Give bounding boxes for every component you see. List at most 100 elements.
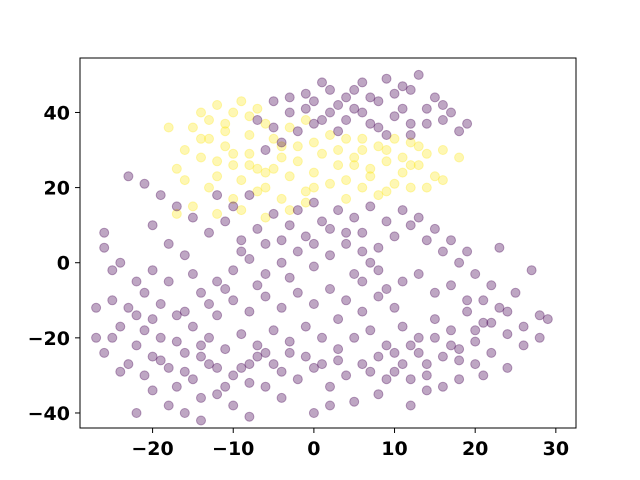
data-point [357,145,368,155]
data-point [308,362,319,373]
data-point [292,141,303,152]
data-point [502,306,513,317]
data-point [437,175,448,186]
data-point [333,145,344,155]
data-point [333,205,344,216]
data-point [357,246,368,257]
data-point [357,276,368,287]
data-point [325,250,335,261]
data-point [276,392,287,403]
data-point [260,118,271,129]
data-point [252,103,263,114]
data-point [171,336,182,347]
data-point [196,287,206,298]
data-point [308,118,319,129]
data-point [429,314,440,325]
data-point [381,73,392,84]
data-point [446,325,456,336]
data-point [405,118,416,129]
data-point [308,261,319,272]
data-point [268,122,279,133]
data-point [341,238,352,249]
data-point [196,415,206,426]
data-point [494,302,505,313]
data-point [99,227,110,238]
data-point [486,347,497,358]
data-point [260,347,271,358]
data-point [502,362,513,373]
data-point [397,205,408,216]
data-point [171,381,182,392]
data-point [236,175,247,186]
data-point [212,190,223,201]
data-point [91,332,102,343]
data-point [421,385,432,396]
data-point [341,92,352,103]
data-point [373,265,384,276]
data-point [373,242,384,253]
data-point [341,133,352,144]
data-point [317,77,327,88]
y-axis: −40 −20 0 20 40 [28,102,80,425]
y-tick-label: −20 [28,328,70,350]
data-point [389,231,400,242]
data-point [260,238,271,249]
data-point [341,175,352,186]
data-point [171,201,182,212]
data-point [413,212,424,223]
data-point [147,385,158,396]
data-point [244,377,255,388]
data-point [349,160,360,171]
plot-frame [79,57,577,429]
data-point [179,145,190,155]
data-point [308,197,319,208]
data-point [204,115,214,125]
data-point [179,250,190,261]
data-point [373,389,384,400]
data-point [349,396,360,407]
data-point [389,366,400,377]
data-point [357,133,368,144]
data-point [534,332,545,343]
data-point [308,238,319,249]
data-point [478,295,489,306]
data-point [284,171,295,182]
data-point [236,235,247,246]
data-point [405,220,416,231]
data-point [389,88,400,99]
data-point [397,359,408,370]
data-point [220,344,231,355]
data-point [115,366,126,377]
data-point [212,276,223,287]
data-point [276,235,287,246]
data-point [220,216,231,227]
data-point [405,160,416,171]
data-point [139,178,150,189]
data-point [518,340,529,351]
data-point [212,389,223,400]
data-point [349,84,360,95]
data-point [244,111,255,122]
data-point [357,306,368,317]
data-point [308,96,319,107]
data-point [317,359,327,370]
data-point [333,100,344,110]
data-point [252,115,263,125]
data-point [139,370,150,381]
data-point [421,359,432,370]
data-point [171,208,182,219]
data-point [131,276,142,287]
data-point [373,122,384,133]
data-point [244,411,255,422]
data-point [365,163,376,174]
data-point [446,107,456,118]
data-point [462,295,473,306]
data-point [462,118,473,129]
data-point [365,201,376,212]
data-point [341,115,352,125]
data-point [333,126,344,137]
y-tick-label: 40 [44,102,70,124]
data-point [115,321,126,332]
data-point [486,280,497,291]
data-point [357,182,368,193]
